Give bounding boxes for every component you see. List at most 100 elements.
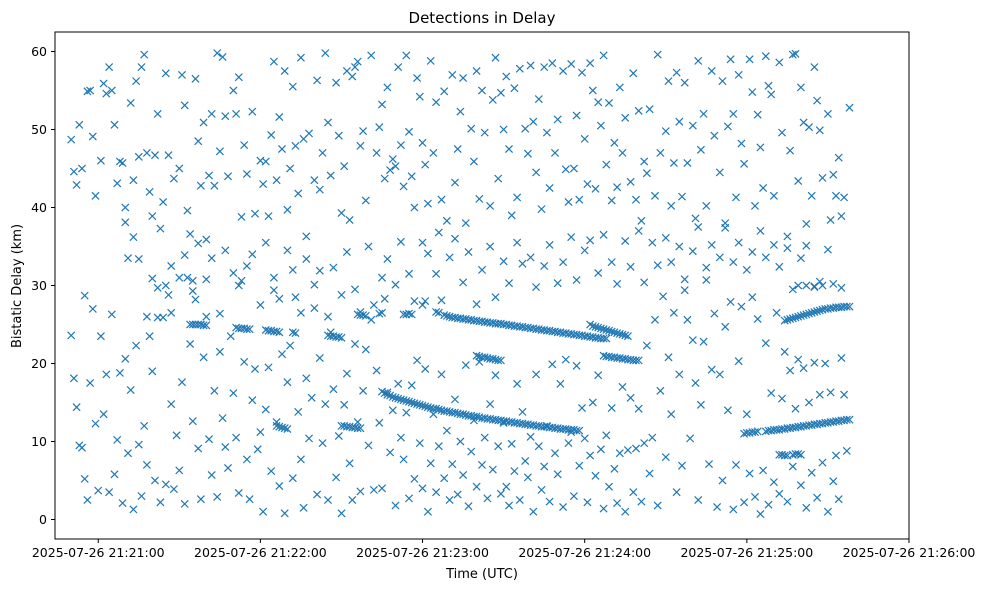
data-point — [650, 191, 660, 200]
data-point — [245, 495, 254, 504]
data-point — [637, 497, 646, 506]
data-point — [764, 500, 773, 509]
data-point — [288, 265, 297, 274]
data-point — [580, 134, 589, 143]
data-point — [259, 180, 268, 189]
data-point — [383, 390, 392, 399]
data-point — [513, 379, 522, 388]
data-point — [486, 201, 495, 210]
data-point — [123, 254, 133, 263]
data-point — [140, 421, 149, 430]
data-point — [802, 219, 811, 228]
data-point — [472, 300, 481, 309]
data-point — [783, 497, 792, 506]
data-point — [683, 315, 692, 324]
data-point — [272, 176, 281, 185]
data-point — [783, 244, 792, 253]
data-point — [142, 312, 151, 321]
data-point — [256, 428, 265, 437]
data-point — [442, 311, 451, 320]
y-axis: 0 10 20 30 40 50 60 — [31, 44, 55, 527]
data-point — [267, 130, 276, 140]
data-point — [380, 174, 389, 183]
data-point — [734, 238, 743, 247]
data-point — [677, 461, 687, 470]
data-point — [221, 112, 230, 121]
data-point — [661, 127, 670, 136]
data-point — [221, 442, 230, 452]
data-point — [134, 440, 143, 449]
data-point — [234, 73, 243, 82]
data-point — [488, 95, 497, 104]
data-point — [359, 311, 368, 320]
data-point — [780, 316, 789, 325]
data-point — [286, 164, 295, 173]
data-point — [556, 379, 565, 388]
data-point — [788, 314, 797, 323]
data-point — [118, 499, 127, 508]
data-point — [396, 433, 405, 442]
data-point — [356, 141, 365, 150]
data-point — [826, 388, 835, 397]
data-point — [177, 70, 187, 79]
data-point — [499, 257, 508, 266]
data-point — [194, 444, 203, 453]
data-point — [545, 240, 554, 249]
data-point — [529, 507, 538, 516]
data-point — [596, 445, 605, 454]
data-point — [815, 390, 824, 399]
data-point — [521, 456, 530, 466]
data-point — [199, 321, 208, 330]
data-point — [223, 463, 233, 473]
data-point — [418, 138, 427, 147]
data-point — [491, 293, 500, 302]
data-point — [234, 488, 243, 498]
data-point — [418, 300, 427, 310]
data-point — [275, 328, 284, 337]
data-point — [264, 212, 273, 221]
data-point — [631, 356, 641, 365]
data-point — [332, 473, 341, 482]
data-point — [769, 240, 778, 249]
data-point — [731, 460, 741, 469]
data-point — [553, 279, 562, 288]
data-point — [180, 251, 189, 260]
data-point — [491, 371, 500, 380]
data-point — [250, 364, 260, 374]
data-point — [504, 279, 514, 288]
data-point — [607, 403, 616, 413]
data-point — [653, 501, 662, 510]
data-point — [250, 209, 260, 218]
data-point — [269, 57, 278, 66]
data-point — [415, 400, 424, 409]
data-point — [764, 81, 773, 90]
x-axis-label: Time (UTC) — [445, 567, 518, 582]
data-point — [242, 455, 251, 464]
data-point — [150, 476, 160, 485]
data-point — [167, 400, 176, 409]
data-point — [621, 331, 630, 340]
data-point — [567, 233, 576, 242]
data-point — [415, 439, 424, 448]
data-point — [404, 309, 414, 318]
data-point — [388, 406, 397, 415]
data-point — [448, 460, 457, 469]
data-point — [377, 484, 387, 493]
data-point — [413, 356, 422, 365]
data-point — [507, 211, 516, 220]
data-point — [437, 370, 446, 379]
data-point — [388, 392, 397, 402]
data-point — [459, 470, 468, 480]
data-point — [618, 330, 627, 339]
data-point — [518, 407, 527, 416]
data-point — [402, 51, 411, 60]
data-point — [613, 279, 622, 288]
data-point — [459, 278, 468, 287]
data-point — [729, 109, 738, 118]
data-point — [202, 275, 211, 284]
data-point — [229, 268, 238, 278]
data-point — [391, 280, 400, 289]
data-point — [610, 138, 619, 147]
data-point — [802, 241, 811, 250]
